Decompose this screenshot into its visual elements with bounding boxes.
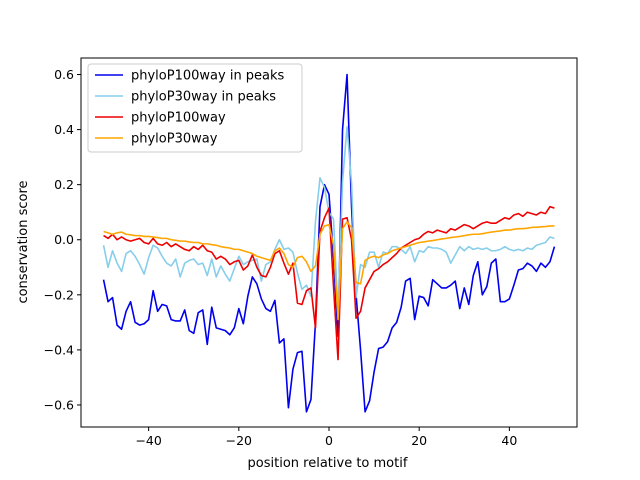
y-tick-label: −0.4 bbox=[44, 342, 74, 357]
series-lines bbox=[102, 73, 556, 413]
x-tick-label: −40 bbox=[135, 433, 161, 448]
legend: phyloP100way in peaks phyloP30way in peak… bbox=[87, 63, 303, 153]
y-axis-ticks: −0.6 −0.4 −0.2 0.0 0.2 0.4 0.6 bbox=[44, 67, 81, 412]
series-line-3 bbox=[103, 205, 555, 361]
x-tick-label: 40 bbox=[501, 433, 517, 448]
x-tick-label: −20 bbox=[226, 433, 252, 448]
legend-box bbox=[87, 63, 303, 153]
y-tick-label: −0.2 bbox=[44, 287, 74, 302]
y-tick-label: 0.0 bbox=[54, 232, 74, 247]
legend-label-1: phyloP100way in peaks bbox=[131, 69, 285, 84]
series-line-1 bbox=[102, 73, 556, 413]
x-axis-ticks: −40 −20 0 20 40 bbox=[135, 427, 517, 448]
x-axis-label: position relative to motif bbox=[248, 456, 408, 471]
x-tick-label: 0 bbox=[325, 433, 333, 448]
x-tick-label: 20 bbox=[411, 433, 427, 448]
legend-label-3: phyloP100way bbox=[131, 111, 226, 126]
legend-label-2: phyloP30way in peaks bbox=[131, 90, 276, 105]
y-axis-label: conservation score bbox=[16, 180, 31, 303]
legend-label-4: phyloP30way bbox=[131, 132, 218, 147]
y-tick-label: 0.6 bbox=[54, 67, 74, 82]
series-line-4 bbox=[103, 221, 555, 321]
y-tick-label: −0.6 bbox=[44, 397, 74, 412]
y-tick-label: 0.2 bbox=[54, 177, 74, 192]
y-tick-label: 0.4 bbox=[54, 122, 74, 137]
